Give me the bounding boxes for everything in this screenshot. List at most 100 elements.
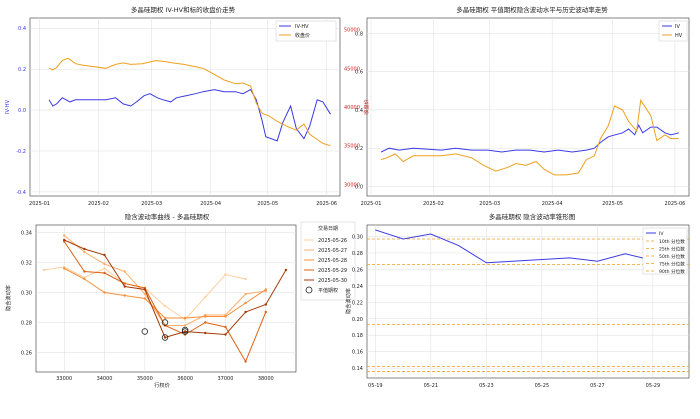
- plot-frame: [35, 224, 297, 373]
- legend-label-percentile: 90th 分位数: [659, 268, 685, 275]
- smile-point: [123, 282, 126, 285]
- smile-point: [244, 277, 247, 281]
- x-tick-label: 05-19: [368, 383, 383, 389]
- smile-point: [284, 268, 288, 272]
- atm-marker: [181, 328, 189, 335]
- smile-point: [224, 333, 227, 336]
- legend-title: 交易日期: [318, 225, 338, 232]
- y-tick-label: 0.26: [21, 351, 32, 357]
- y-tick-label: 0.24: [352, 284, 363, 290]
- y-tick-label: 0.30: [352, 235, 363, 241]
- y-axis-left-label: IV-HV: [5, 100, 11, 115]
- x-tick-label: 2025-06: [316, 201, 337, 207]
- smile-point: [244, 301, 247, 305]
- smile-point: [103, 271, 106, 275]
- smile-point: [244, 292, 247, 296]
- y-tick-label: 0.20: [352, 317, 363, 323]
- legend-label-percentile: 50th 分位数: [659, 253, 685, 260]
- x-tick-label: 36000: [177, 376, 193, 382]
- smile-point: [183, 324, 187, 327]
- panel-iv-cone: 多晶硅期权 隐含波动率锥形图 隐含波动率 05-19 05-21 05-23 05-2…: [344, 212, 690, 389]
- legend-label-atm: 平值期权: [318, 287, 338, 294]
- x-tick-label: 05-25: [535, 383, 550, 389]
- chart-title: 多晶硅期权 隐含波动率锥形图: [489, 212, 576, 221]
- y-tick-label: 0.16: [352, 350, 363, 356]
- series-line-iv: [380, 124, 680, 153]
- x-tick-label: 2025-03: [479, 201, 500, 207]
- smile-point: [264, 303, 267, 306]
- atm-marker: [161, 334, 169, 341]
- x-tick-label: 38000: [258, 376, 274, 382]
- smile-point: [224, 273, 227, 276]
- smile-point: [224, 315, 227, 318]
- smile-point: [123, 285, 126, 288]
- x-tick-label: 2025-01: [361, 201, 382, 207]
- smile-point: [62, 238, 66, 242]
- smile-point: [83, 277, 86, 281]
- y-tick-label: 0.26: [352, 267, 363, 273]
- y-tick-label: 0.30: [21, 291, 32, 297]
- legend: 交易日期 2025-05-26 2025-05-27 2025-05-28 2025-…: [300, 221, 356, 301]
- smile-point: [143, 297, 146, 300]
- y-right-tick-label: 45000: [344, 66, 360, 72]
- legend-label-2025-05-27: 2025-05-27: [318, 248, 347, 254]
- series-line-close-price: [48, 57, 331, 147]
- smile-line-2025-05-30: [63, 239, 287, 339]
- panel-iv-hv-price: 多晶硅期权 IV-HV和标的收盘价走势 IV-HV 收盘价 2025-01 202…: [5, 5, 370, 207]
- y-right-tick-label: 30000: [344, 182, 360, 188]
- x-tick-label: 2025-04: [200, 201, 221, 207]
- legend: IV HV: [658, 20, 688, 42]
- smile-point: [244, 310, 247, 314]
- smile-point: [123, 294, 126, 297]
- y-left-tick-label: -0.2: [16, 149, 26, 155]
- plot-frame: [366, 17, 690, 197]
- x-tick-label: 05-27: [590, 383, 605, 389]
- series-line-hv: [380, 98, 679, 176]
- y-right-tick-label: 50000: [344, 28, 360, 34]
- y-axis-label: 隐含波动率: [344, 288, 352, 314]
- legend-label-2025-05-28: 2025-05-28: [318, 258, 347, 264]
- smile-point: [163, 336, 167, 339]
- atm-marker: [161, 319, 169, 326]
- x-tick-label: 35000: [137, 376, 153, 382]
- x-tick-label: 2025-01: [29, 201, 50, 207]
- legend-label-percentile: 10th 分位数: [659, 238, 685, 245]
- x-tick-label: 2025-06: [664, 201, 685, 207]
- y-tick-label: 0.34: [21, 231, 32, 237]
- legend-label-iv-hv: IV-HV: [295, 24, 309, 30]
- y-tick-label: 0.2: [355, 146, 363, 152]
- smile-point: [143, 288, 146, 291]
- smile-point: [103, 291, 106, 294]
- y-tick-label: 0.18: [352, 333, 363, 339]
- y-axis-label: 隐含波动率: [4, 285, 12, 311]
- series-line-iv: [375, 229, 681, 264]
- y-tick-label: 0.14: [352, 366, 363, 372]
- y-right-tick-label: 40000: [344, 105, 360, 111]
- smile-point: [103, 262, 106, 266]
- smile-point: [204, 331, 207, 335]
- panel-iv-smile: 隐含波动率曲线 - 多晶硅期权 隐含波动率 行权价 33000 34000 3500…: [4, 212, 356, 389]
- legend-label-percentile: 75th 分位数: [659, 260, 685, 267]
- y-tick-label: 0.32: [21, 261, 32, 267]
- y-right-tick-label: 35000: [344, 144, 360, 150]
- atm-marker: [141, 328, 148, 335]
- smile-point: [83, 250, 86, 254]
- x-tick-label: 05-21: [424, 383, 439, 389]
- legend-label-2025-05-29: 2025-05-29: [318, 268, 347, 274]
- x-tick-label: 2025-02: [423, 201, 444, 207]
- smile-point: [204, 321, 207, 324]
- smile-line-2025-05-28: [63, 268, 267, 319]
- plot-frame: [29, 17, 341, 197]
- smile-point: [103, 267, 106, 270]
- legend: IV-HV 收盘价: [275, 20, 337, 42]
- y-tick-label: 0.22: [352, 300, 363, 306]
- y-left-tick-label: 0.4: [18, 26, 26, 32]
- x-tick-label: 34000: [97, 376, 113, 382]
- smile-point: [62, 267, 66, 270]
- smile-point: [163, 304, 167, 308]
- legend-label-percentile: 25th 分位数: [659, 245, 685, 252]
- x-tick-label: 2025-04: [542, 201, 563, 207]
- smile-point: [244, 360, 247, 363]
- panel-iv-hv-trend: 多晶硅期权 平值期权隐含波动水平与历史波动率走势 2025-01 2025-02 2…: [355, 5, 690, 207]
